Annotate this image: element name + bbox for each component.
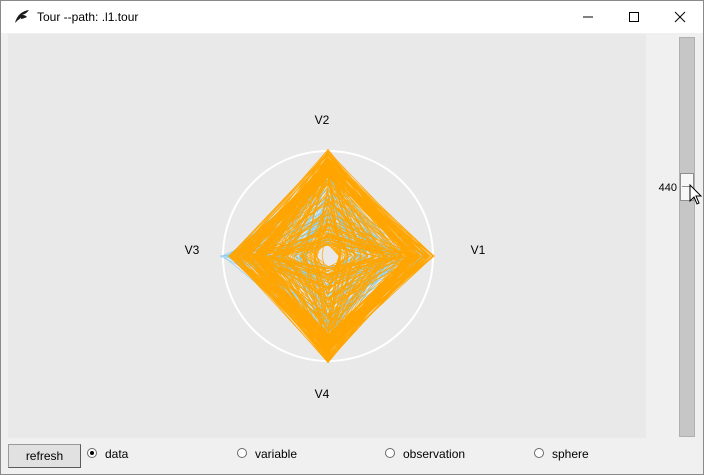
projection-line [246,157,430,350]
slider-value: 440 [658,182,677,194]
projection-line [256,175,349,280]
radio-label-sphere: sphere [552,447,589,461]
close-icon [674,11,686,23]
maximize-button[interactable] [611,1,657,33]
axis-label-v4: V4 [314,387,330,401]
tour-plot [219,148,435,364]
window-title: Tour --path: .l1.tour [37,10,139,24]
projection-lines-secondary [219,167,431,346]
projection-line [231,176,428,337]
projection-line [245,148,409,346]
projection-line [310,191,342,291]
projection-line [321,210,376,285]
radio-label-data: data [105,447,129,461]
close-button[interactable] [657,1,703,33]
projection-line [241,162,402,275]
radio-label-observation: observation [403,447,466,461]
projection-line [254,171,434,340]
projection-line [315,199,379,277]
projection-line [251,243,375,295]
refresh-button[interactable]: refresh [8,444,81,468]
radio-indicator[interactable] [534,448,544,458]
tour-plot-canvas[interactable]: V1 V2 V3 V4 [8,34,646,438]
radio-indicator[interactable] [87,448,97,458]
projection-line [260,169,426,356]
projection-line [299,239,389,284]
radio-indicator[interactable] [385,448,395,458]
projection-line [228,151,409,340]
radio-label-variable: variable [255,447,298,461]
axis-label-v3: V3 [184,243,200,257]
projection-line [300,233,389,319]
radio-indicator[interactable] [237,448,247,458]
projection-line [313,201,417,309]
minimize-icon [583,16,593,18]
mouse-cursor-icon [689,184,703,205]
bottom-toolbar [1,440,703,474]
tour-slider-track[interactable] [679,37,695,437]
minimize-button[interactable] [565,1,611,33]
projection-line [253,164,415,354]
maximize-icon [629,12,639,22]
title-bar[interactable]: Tour --path: .l1.tour [1,1,703,33]
axis-label-v1: V1 [470,243,486,257]
projection-lines-primary [228,148,435,364]
projection-line [261,229,402,269]
projection-line [287,175,341,340]
projection-line [293,235,395,331]
projection-line [316,217,349,322]
projection-line [273,159,375,344]
projection-line [310,225,402,319]
app-feather-icon [15,10,29,24]
axis-label-v2: V2 [314,113,330,127]
projection-line [304,218,352,268]
projection-line [228,169,411,354]
projection-line [283,223,414,325]
